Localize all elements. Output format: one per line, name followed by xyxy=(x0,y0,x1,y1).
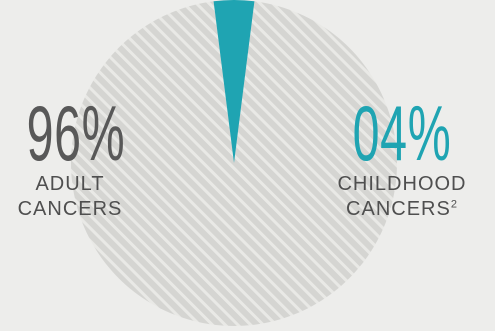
footnote-marker: 2 xyxy=(450,198,458,211)
childhood-label-line1: CHILDHOOD xyxy=(337,173,467,195)
adult-stat: 96% ADULT CANCERS xyxy=(0,94,140,222)
adult-label-line1: ADULT xyxy=(35,173,105,195)
childhood-percentage: 04% xyxy=(352,89,452,177)
childhood-label-line2-text: CANCERS xyxy=(346,198,451,220)
pie-slice-childhood xyxy=(213,0,255,163)
pie-slice-adult xyxy=(70,1,397,327)
adult-percentage: 96% xyxy=(26,89,126,177)
adult-label-line2: CANCERS xyxy=(17,198,123,220)
childhood-stat: 04% CHILDHOOD CANCERS2 xyxy=(322,94,482,222)
childhood-label-line2: CANCERS2 xyxy=(322,197,482,222)
